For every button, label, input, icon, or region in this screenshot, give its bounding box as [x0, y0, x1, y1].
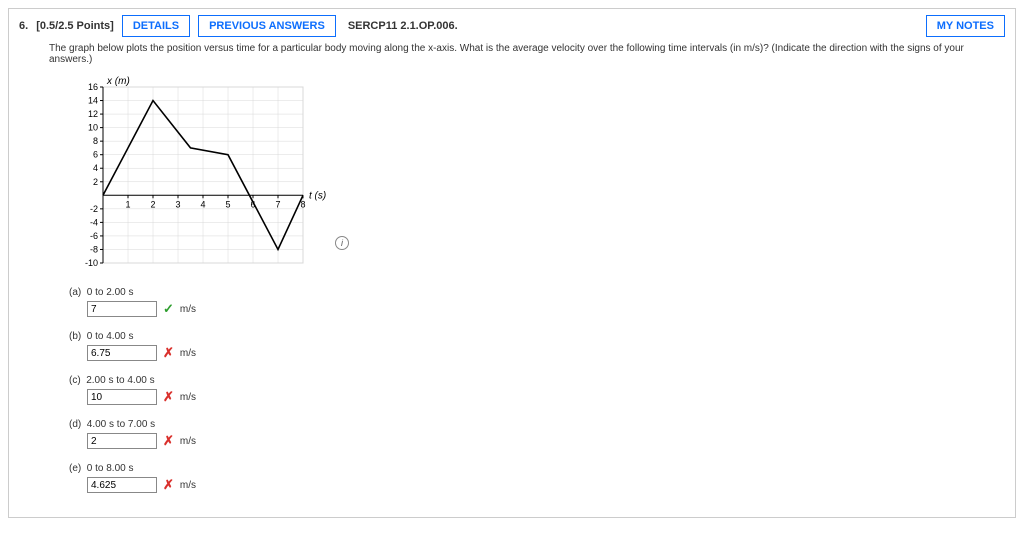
cross-icon: ✗ — [163, 389, 174, 405]
answer-row: ✗ m/s — [69, 433, 1005, 449]
question-content: 161412108642-2-4-6-8-1012345678x (m)t (s… — [69, 73, 1005, 493]
answer-part: (e) 0 to 8.00 s ✗ m/s — [69, 463, 1005, 493]
answer-row: ✗ m/s — [69, 477, 1005, 493]
answer-input[interactable] — [87, 345, 157, 361]
svg-text:-10: -10 — [85, 258, 98, 268]
unit-label: m/s — [180, 392, 196, 403]
details-button[interactable]: DETAILS — [122, 15, 190, 37]
info-icon[interactable]: i — [335, 236, 349, 250]
unit-label: m/s — [180, 436, 196, 447]
cross-icon: ✗ — [163, 477, 174, 493]
svg-text:5: 5 — [225, 199, 230, 209]
answer-input[interactable] — [87, 477, 157, 493]
cross-icon: ✗ — [163, 345, 174, 361]
svg-text:7: 7 — [275, 199, 280, 209]
question-container: 6. [0.5/2.5 Points] DETAILS PREVIOUS ANS… — [8, 8, 1016, 518]
points-label: [0.5/2.5 Points] — [36, 20, 114, 32]
part-label: (d) 4.00 s to 7.00 s — [69, 419, 1005, 430]
my-notes-button[interactable]: MY NOTES — [926, 15, 1005, 37]
problem-code: SERCP11 2.1.OP.006. — [348, 20, 458, 32]
svg-text:2: 2 — [150, 199, 155, 209]
svg-text:12: 12 — [88, 109, 98, 119]
svg-text:-4: -4 — [90, 217, 98, 227]
answer-input[interactable] — [87, 301, 157, 317]
svg-text:8: 8 — [93, 136, 98, 146]
svg-text:10: 10 — [88, 123, 98, 133]
question-number: 6. — [19, 20, 28, 32]
svg-text:x (m): x (m) — [106, 76, 130, 87]
question-prompt: The graph below plots the position versu… — [49, 43, 1005, 65]
unit-label: m/s — [180, 304, 196, 315]
answer-part: (b) 0 to 4.00 s ✗ m/s — [69, 331, 1005, 361]
part-label: (b) 0 to 4.00 s — [69, 331, 1005, 342]
unit-label: m/s — [180, 348, 196, 359]
answer-part: (a) 0 to 2.00 s ✓ m/s — [69, 287, 1005, 317]
part-label: (e) 0 to 8.00 s — [69, 463, 1005, 474]
part-label: (c) 2.00 s to 4.00 s — [69, 375, 1005, 386]
answer-row: ✗ m/s — [69, 345, 1005, 361]
svg-text:4: 4 — [93, 163, 98, 173]
check-icon: ✓ — [163, 301, 174, 317]
svg-text:t (s): t (s) — [309, 190, 326, 201]
svg-text:1: 1 — [125, 199, 130, 209]
answer-part: (d) 4.00 s to 7.00 s ✗ m/s — [69, 419, 1005, 449]
svg-text:3: 3 — [175, 199, 180, 209]
svg-text:4: 4 — [200, 199, 205, 209]
answer-row: ✓ m/s — [69, 301, 1005, 317]
svg-text:6: 6 — [93, 150, 98, 160]
unit-label: m/s — [180, 480, 196, 491]
position-time-chart: 161412108642-2-4-6-8-1012345678x (m)t (s… — [69, 73, 329, 273]
svg-text:-6: -6 — [90, 231, 98, 241]
cross-icon: ✗ — [163, 433, 174, 449]
svg-text:-2: -2 — [90, 204, 98, 214]
svg-text:14: 14 — [88, 96, 98, 106]
part-label: (a) 0 to 2.00 s — [69, 287, 1005, 298]
answer-part: (c) 2.00 s to 4.00 s ✗ m/s — [69, 375, 1005, 405]
chart-wrapper: 161412108642-2-4-6-8-1012345678x (m)t (s… — [69, 73, 1005, 273]
answer-parts: (a) 0 to 2.00 s✓m/s(b) 0 to 4.00 s✗m/s(c… — [69, 287, 1005, 493]
question-header: 6. [0.5/2.5 Points] DETAILS PREVIOUS ANS… — [19, 15, 1005, 37]
answer-row: ✗ m/s — [69, 389, 1005, 405]
answer-input[interactable] — [87, 433, 157, 449]
svg-text:16: 16 — [88, 82, 98, 92]
answer-input[interactable] — [87, 389, 157, 405]
svg-text:-8: -8 — [90, 244, 98, 254]
previous-answers-button[interactable]: PREVIOUS ANSWERS — [198, 15, 336, 37]
svg-text:2: 2 — [93, 177, 98, 187]
